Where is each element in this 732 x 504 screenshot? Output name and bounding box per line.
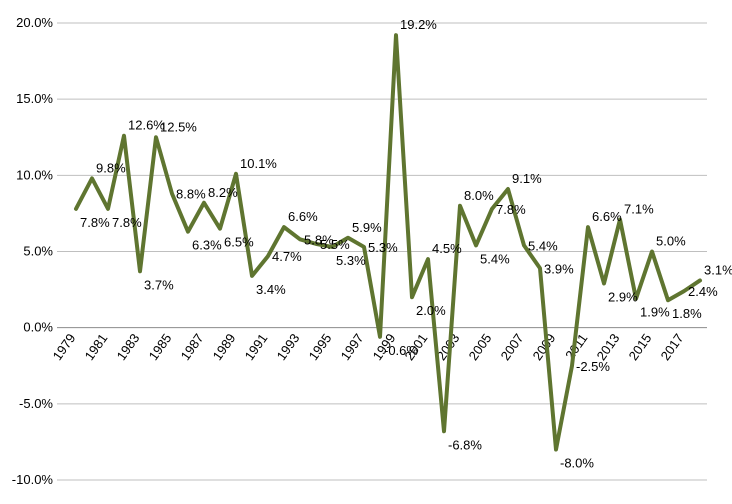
series-layer	[74, 33, 702, 452]
y-tick-label: 0.0%	[23, 320, 53, 335]
x-tick-label: 1981	[82, 331, 111, 363]
x-tick-label: 1989	[210, 331, 239, 363]
data-label: 7.8%	[112, 215, 142, 230]
data-label: 5.4%	[480, 251, 510, 266]
x-tick-label: 1979	[50, 331, 79, 363]
x-tick-label: 1991	[242, 331, 271, 363]
data-label: 7.8%	[496, 202, 526, 217]
data-label: 2.0%	[416, 303, 446, 318]
y-axis-tick-labels: -10.0% -5.0% 0.0% 5.0% 10.0% 15.0% 20.0%	[12, 15, 54, 487]
y-tick-label: 5.0%	[23, 244, 53, 259]
data-label: 6.6%	[592, 209, 622, 224]
data-label: 4.7%	[272, 249, 302, 264]
data-label: 8.8%	[176, 187, 206, 202]
data-label: 8.2%	[208, 185, 238, 200]
data-label: 5.4%	[528, 238, 558, 253]
data-label: 5.3%	[368, 240, 398, 255]
x-tick-label: 1995	[306, 331, 335, 363]
x-tick-label: 2017	[658, 331, 687, 363]
y-tick-label: 10.0%	[16, 167, 53, 182]
data-label: 2.9%	[608, 289, 638, 304]
data-label: 7.8%	[80, 215, 110, 230]
data-label: 5.9%	[352, 220, 382, 235]
y-tick-label: -5.0%	[19, 396, 53, 411]
data-label: 19.2%	[400, 17, 437, 32]
data-label: 10.1%	[240, 156, 277, 171]
data-label: 12.5%	[160, 119, 197, 134]
series-line	[74, 33, 702, 452]
data-label: -2.5%	[576, 359, 610, 374]
data-label: 1.8%	[672, 306, 702, 321]
data-label: 7.1%	[624, 202, 654, 217]
y-tick-label: -10.0%	[12, 472, 54, 487]
x-tick-label: 1985	[146, 331, 175, 363]
x-tick-label: 1983	[114, 331, 143, 363]
y-tick-label: 20.0%	[16, 15, 53, 30]
data-label: 5.3%	[336, 253, 366, 268]
x-tick-label: 2005	[466, 331, 495, 363]
x-tick-label: 1987	[178, 331, 207, 363]
data-label: 5.0%	[656, 234, 686, 249]
data-label: 4.5%	[432, 241, 462, 256]
data-label: 12.6%	[128, 118, 165, 133]
data-label: 2.4%	[688, 284, 718, 299]
data-label: 6.5%	[224, 235, 254, 250]
data-label: -6.8%	[448, 437, 482, 452]
data-labels: 7.8% 9.8% 7.8% 12.6% 3.7% 12.5% 8.8% 6.3% 8.2% 6.…	[80, 17, 732, 470]
data-label: 3.1%	[704, 262, 732, 277]
data-label: -8.0%	[560, 456, 594, 471]
x-tick-label: 1997	[338, 331, 367, 363]
data-label: 8.0%	[464, 188, 494, 203]
x-tick-label: 2007	[498, 331, 527, 363]
data-label: 6.6%	[288, 209, 318, 224]
data-label: 5.8%	[304, 232, 334, 247]
data-label: 3.4%	[256, 282, 286, 297]
x-tick-label: 2015	[626, 331, 655, 363]
data-label: 9.1%	[512, 171, 542, 186]
data-label: 5.5%	[320, 237, 350, 252]
data-label: 3.7%	[144, 277, 174, 292]
data-label: -0.6%	[384, 343, 418, 358]
data-label: 6.3%	[192, 238, 222, 253]
data-label: 1.9%	[640, 305, 670, 320]
data-label: 3.9%	[544, 261, 574, 276]
data-label: 9.8%	[96, 160, 126, 175]
x-tick-label: 1993	[274, 331, 303, 363]
y-tick-label: 15.0%	[16, 91, 53, 106]
